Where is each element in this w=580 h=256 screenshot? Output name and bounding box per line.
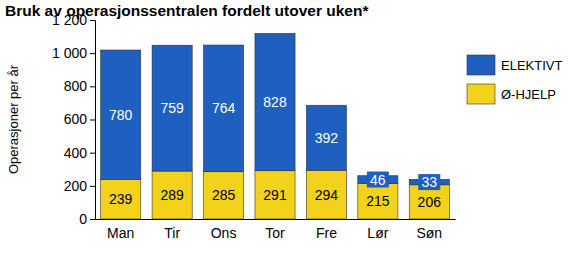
data-label: 294 xyxy=(315,187,339,203)
y-tick-label: 0 xyxy=(79,211,87,227)
x-tick: Man xyxy=(107,225,134,241)
y-tick-label: 1 000 xyxy=(52,45,87,61)
data-label: 828 xyxy=(263,94,287,110)
y-tick: 800 xyxy=(64,78,95,94)
y-axis: 02004006008001 0001 200 xyxy=(52,12,96,227)
data-label: 291 xyxy=(263,187,287,203)
chart: 239 780 289 759 285 764 291 828 294 392 215 46 206 33… xyxy=(0,0,580,256)
x-tick: Tor xyxy=(265,225,285,241)
x-tick: Søn xyxy=(416,225,442,241)
legend-label: ELEKTIVT xyxy=(501,58,562,73)
x-tick-label: Ons xyxy=(211,225,237,241)
data-label: 285 xyxy=(212,187,236,203)
data-label: 392 xyxy=(315,130,339,146)
y-tick-mark xyxy=(90,153,95,154)
y-axis-line xyxy=(90,21,96,220)
bar-segment xyxy=(152,45,192,171)
x-tick: Fre xyxy=(316,225,337,241)
bar-segment xyxy=(152,171,192,219)
data-label: 206 xyxy=(418,194,442,210)
plot: 239 780 289 759 285 764 291 828 294 392 215 46 206 33… xyxy=(52,12,456,241)
y-tick-label: 800 xyxy=(64,78,88,94)
x-tick-label: Tor xyxy=(265,225,285,241)
x-tick-label: Tir xyxy=(164,225,180,241)
bar-segment xyxy=(204,45,244,172)
data-label-bg xyxy=(418,174,440,190)
legend-swatch xyxy=(467,55,495,75)
title: Bruk av operasjonssentralen fordelt utov… xyxy=(5,2,369,19)
bar-segment xyxy=(358,183,398,219)
bar-segment xyxy=(101,50,141,179)
y-tick-mark xyxy=(90,219,95,220)
x-tick-label: Man xyxy=(107,225,134,241)
data-labels: 239 780 289 759 285 764 291 828 294 392 215 46 206 33 xyxy=(109,94,441,210)
y-tick: 600 xyxy=(64,111,95,127)
y-tick-mark xyxy=(90,186,95,187)
y-tick: 200 xyxy=(64,178,95,194)
x-tick-label: Søn xyxy=(416,225,442,241)
legend-swatch xyxy=(467,84,495,104)
data-label: 764 xyxy=(212,100,236,116)
bar-segment xyxy=(255,33,295,170)
data-label: 33 xyxy=(421,174,437,190)
data-label-bg xyxy=(367,172,389,188)
bar-segment xyxy=(101,179,141,219)
y-tick-mark xyxy=(90,120,95,121)
x-tick-label: Lør xyxy=(367,225,388,241)
x-tick-label: Fre xyxy=(316,225,337,241)
data-label: 780 xyxy=(109,107,133,123)
bar-segment xyxy=(255,171,295,219)
x-axis: Man Tir Ons Tor Fre Lør Søn xyxy=(96,220,456,241)
data-label: 759 xyxy=(160,100,184,116)
bar-segment xyxy=(204,172,244,219)
y-tick: 400 xyxy=(64,145,95,161)
data-label: 46 xyxy=(370,172,386,188)
bar-segment xyxy=(306,170,346,219)
y-tick-mark xyxy=(90,20,95,21)
y-axis-title: Operasjoner per år xyxy=(6,64,21,174)
bar-segment xyxy=(306,105,346,170)
y-tick: 1 000 xyxy=(52,45,95,61)
x-tick: Tir xyxy=(164,225,180,241)
y-tick-label: 200 xyxy=(64,178,88,194)
y-tick: 0 xyxy=(79,211,95,227)
x-tick: Lør xyxy=(367,225,388,241)
legend-label: Ø-HJELP xyxy=(501,87,556,102)
x-tick: Ons xyxy=(211,225,237,241)
legend-item: ELEKTIVT xyxy=(467,55,562,75)
y-tick-label: 600 xyxy=(64,111,88,127)
data-label: 215 xyxy=(366,193,390,209)
y-tick-mark xyxy=(90,53,95,54)
x-axis-line xyxy=(96,219,456,220)
data-label: 239 xyxy=(109,191,133,207)
y-tick-label: 400 xyxy=(64,145,88,161)
y-tick-mark xyxy=(90,86,95,87)
legend-item: Ø-HJELP xyxy=(467,84,556,104)
legend: ELEKTIVT Ø-HJELP xyxy=(467,55,562,104)
bars xyxy=(101,33,450,219)
data-label: 289 xyxy=(160,187,184,203)
